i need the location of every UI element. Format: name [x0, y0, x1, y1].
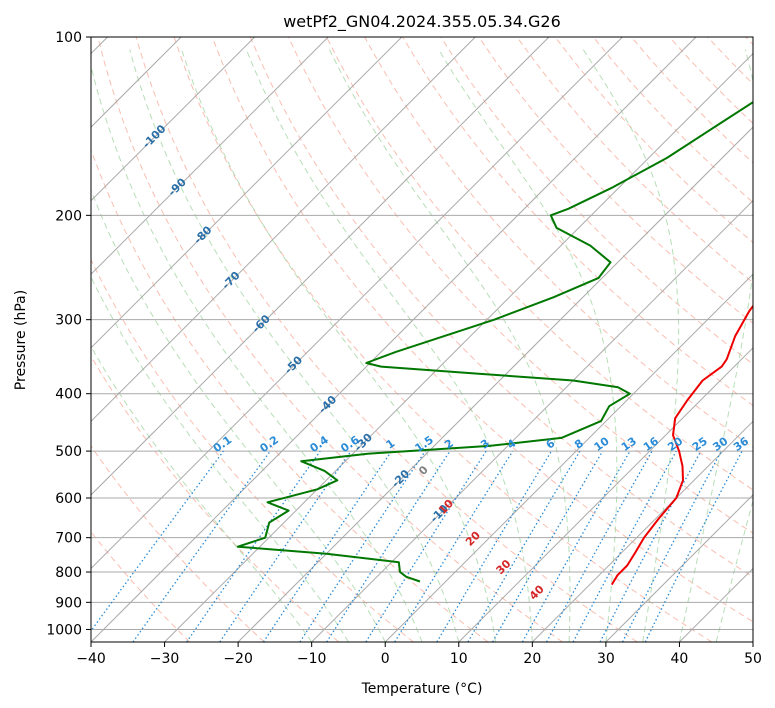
dry-adiabat-line: [97, 37, 563, 642]
mixing-ratio-line: [262, 450, 393, 642]
isotherm-line: [91, 37, 476, 423]
isotherm-line: [531, 420, 753, 642]
x-tick-label: −20: [223, 651, 253, 667]
y-tick-label: 200: [55, 208, 82, 224]
x-tick-label: 30: [597, 651, 615, 667]
isotherm-line: [605, 494, 753, 642]
moist-adiabat-line: [678, 49, 753, 642]
plot-background: [91, 37, 753, 642]
dry-adiabat-line: [173, 37, 713, 642]
isotherm-line: [458, 347, 753, 642]
isotherm-line: [91, 37, 403, 349]
y-tick-label: 400: [55, 387, 82, 403]
mixing-ratio-line: [299, 450, 426, 642]
plot-frame: [90, 36, 754, 643]
isotherm-line: [237, 126, 753, 642]
mixing-ratio-line: [521, 450, 631, 642]
moist-adiabat-line: [329, 49, 571, 642]
mixing-ratio-line: [546, 450, 653, 642]
x-tick-label: 50: [744, 651, 762, 667]
x-tick-label: 10: [450, 651, 468, 667]
mixing-ratio-line: [91, 450, 225, 632]
y-tick-label: 800: [55, 565, 82, 581]
dry-adiabat-line: [91, 445, 265, 642]
y-tick-label: 100: [55, 30, 82, 46]
mixing-ratio-line: [572, 450, 677, 642]
x-axis-title: Temperature (°C): [361, 681, 483, 697]
dry-adiabat-line: [211, 37, 753, 623]
mixing-ratio-line: [394, 450, 514, 642]
mixing-ratio-line: [132, 450, 271, 642]
dry-adiabat-line: [249, 37, 753, 578]
mixing-ratio-line: [644, 450, 743, 642]
x-tick-label: 0: [381, 651, 390, 667]
isotherm-line: [311, 199, 753, 642]
temperature-series: [610, 304, 753, 586]
mixing-ratio-line: [186, 450, 321, 642]
dry-adiabat-line: [91, 355, 340, 642]
isotherm-line: [91, 37, 623, 570]
x-tick-label: −10: [297, 651, 327, 667]
dry-adiabat-line: [287, 37, 753, 534]
y-tick-label: 500: [55, 444, 82, 460]
moist-adiabat-line: [91, 64, 423, 642]
moist-adiabat-line: [245, 49, 533, 642]
chart-title: wetPf2_GN04.2024.355.05.34.G26: [283, 12, 561, 32]
dry-adiabat-line: [326, 37, 753, 491]
moist-adiabat-line: [438, 49, 618, 642]
isotherm-line: [384, 273, 753, 642]
y-axis-title: Pressure (hPa): [13, 290, 29, 390]
moist-adiabat-line: [582, 49, 680, 642]
y-tick-label: 300: [55, 313, 82, 329]
dry-adiabat-line: [91, 258, 414, 642]
moist-adiabat-line: [715, 498, 753, 642]
x-tick-label: 20: [523, 651, 541, 667]
isotherm-line: [91, 37, 697, 642]
x-tick-label: 40: [671, 651, 689, 667]
isotherm-line: [752, 641, 753, 642]
y-tick-label: 700: [55, 531, 82, 547]
y-tick-label: 1000: [46, 622, 82, 638]
x-tick-label: −40: [76, 651, 106, 667]
x-tick-label: −30: [150, 651, 180, 667]
dewpoint-series: [236, 101, 753, 583]
dry-adiabat-line: [135, 37, 638, 642]
y-tick-label: 600: [55, 491, 82, 507]
moist-adiabat-line: [91, 275, 349, 642]
moist-adiabat-line: [129, 49, 460, 642]
mixing-ratio-line: [326, 450, 451, 642]
isotherm-line: [91, 37, 329, 275]
moist-adiabat-line: [181, 49, 497, 642]
isotherm-line: [91, 37, 256, 202]
mixing-ratio-line: [219, 450, 352, 642]
y-tick-label: 900: [55, 595, 82, 611]
isotherm-line: [164, 52, 753, 642]
isotherm-line: [91, 37, 550, 496]
